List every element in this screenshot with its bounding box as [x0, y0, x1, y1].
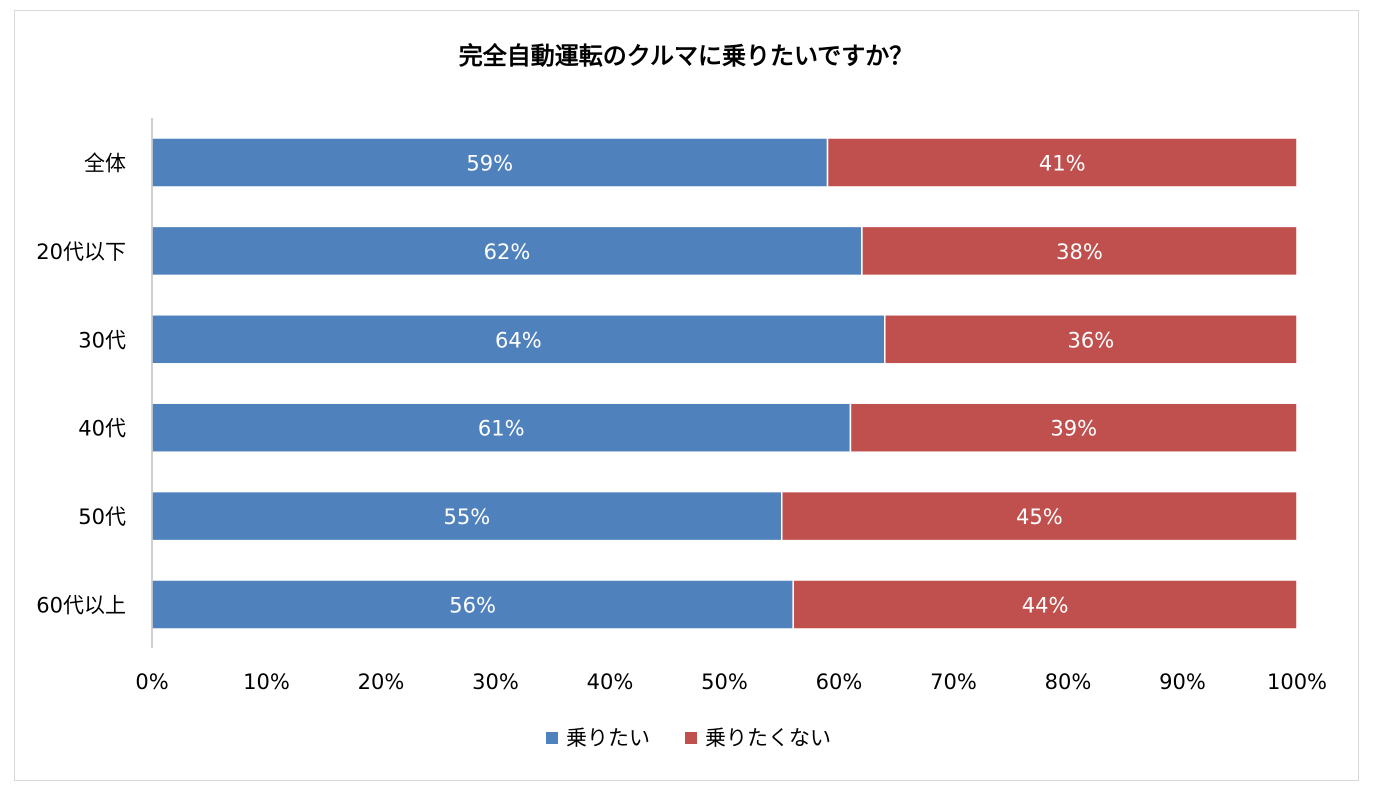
category-labels: 全体 20代以下 30代 40代 50代 60代以上	[36, 152, 126, 618]
data-label-not-want-5: 44%	[1022, 594, 1069, 618]
x-tick-labels: 0% 10% 20% 30% 40% 50% 60% 70% 80% 90% 100%	[135, 670, 1327, 694]
legend-swatch-0	[546, 732, 558, 744]
x-tick-label-0: 0%	[135, 670, 168, 694]
category-label-3: 40代	[78, 417, 126, 441]
legend: 乗りたい 乗りたくない	[546, 726, 831, 750]
legend-swatch-1	[685, 732, 697, 744]
data-label-not-want-1: 38%	[1056, 240, 1103, 264]
data-label-want-0: 59%	[466, 152, 513, 176]
x-tick-label-4: 40%	[587, 670, 634, 694]
bars-group: 59% 41% 62% 38% 64% 36% 61% 39% 55% 45% 56% 44%	[151, 137, 1298, 630]
data-label-not-want-2: 36%	[1068, 328, 1115, 352]
data-label-want-1: 62%	[484, 240, 531, 264]
bar-segment-not-want-3	[849, 402, 1298, 453]
bar-segment-want-0	[151, 137, 829, 188]
data-label-not-want-0: 41%	[1039, 152, 1086, 176]
x-tick-label-2: 20%	[358, 670, 405, 694]
bar-segment-not-want-5	[792, 579, 1298, 630]
x-tick-label-3: 30%	[472, 670, 519, 694]
bar-segment-want-5	[151, 579, 794, 630]
data-label-not-want-4: 45%	[1016, 505, 1063, 529]
category-label-4: 50代	[78, 505, 126, 529]
category-label-5: 60代以上	[36, 594, 126, 618]
category-label-0: 全体	[84, 152, 126, 176]
bar-segment-not-want-4	[781, 490, 1298, 542]
data-label-not-want-3: 39%	[1050, 417, 1097, 441]
category-label-2: 30代	[78, 328, 126, 352]
data-label-want-3: 61%	[478, 417, 525, 441]
legend-label-1: 乗りたくない	[705, 726, 831, 750]
data-label-want-5: 56%	[449, 594, 496, 618]
bar-segment-not-want-2	[884, 314, 1298, 365]
bar-segment-not-want-1	[861, 225, 1298, 277]
x-tick-label-1: 10%	[243, 670, 290, 694]
x-tick-label-6: 60%	[816, 670, 863, 694]
x-tick-label-7: 70%	[930, 670, 977, 694]
category-label-1: 20代以下	[36, 240, 126, 264]
x-tick-label-10: 100%	[1267, 670, 1327, 694]
legend-label-0: 乗りたい	[566, 726, 650, 750]
data-label-want-4: 55%	[444, 505, 491, 529]
chart-title: 完全自動運転のクルマに乗りたいですか？	[459, 42, 914, 70]
bar-segment-want-4	[151, 490, 783, 542]
x-tick-label-8: 80%	[1045, 670, 1092, 694]
data-label-want-2: 64%	[495, 328, 542, 352]
x-tick-label-5: 50%	[701, 670, 748, 694]
x-tick-label-9: 90%	[1159, 670, 1206, 694]
bar-segment-not-want-0	[826, 137, 1298, 188]
